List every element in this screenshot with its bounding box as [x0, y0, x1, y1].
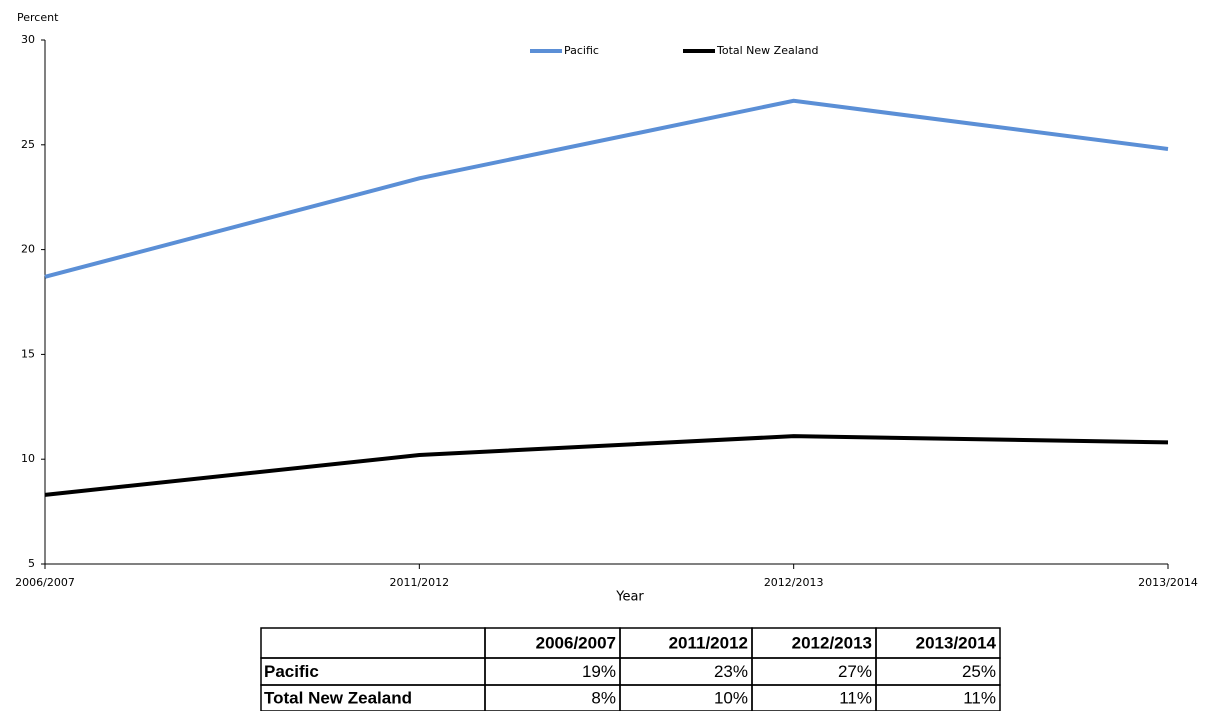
- table-value: 23%: [714, 662, 748, 681]
- y-tick-label: 20: [21, 243, 35, 256]
- series-line: [44, 434, 1169, 497]
- table-value: 27%: [838, 662, 872, 681]
- table-row-label: Pacific: [264, 662, 319, 681]
- table-row-label: Total New Zealand: [264, 688, 412, 707]
- legend-label: Total New Zealand: [716, 44, 818, 57]
- table-value: 11%: [963, 688, 996, 707]
- table-value: 8%: [591, 688, 616, 707]
- y-tick-label: 30: [21, 33, 35, 46]
- x-tick-label: 2006/2007: [15, 576, 75, 589]
- table-header: 2013/2014: [916, 633, 997, 652]
- y-tick-label: 10: [21, 452, 35, 465]
- x-tick-label: 2012/2013: [764, 576, 824, 589]
- table-header: 2006/2007: [536, 633, 616, 652]
- table-cell: [875, 684, 1001, 711]
- table-header: 2012/2013: [792, 633, 872, 652]
- x-tick-label: 2013/2014: [1138, 576, 1198, 589]
- legend-label: Pacific: [564, 44, 599, 57]
- y-tick-label: 15: [21, 347, 35, 360]
- x-axis-label: Year: [615, 590, 644, 605]
- table-value: 11%: [839, 688, 872, 707]
- table-value: 25%: [962, 662, 996, 681]
- table-cell: [260, 627, 486, 659]
- y-tick-label: 25: [21, 138, 35, 151]
- series-line: [44, 98, 1169, 279]
- table-value: 19%: [582, 662, 616, 681]
- y-tick-label: 5: [28, 557, 35, 570]
- table-header: 2011/2012: [669, 633, 748, 652]
- x-tick-label: 2011/2012: [389, 576, 449, 589]
- table-value: 10%: [714, 688, 748, 707]
- y-axis-label: Percent: [17, 11, 59, 24]
